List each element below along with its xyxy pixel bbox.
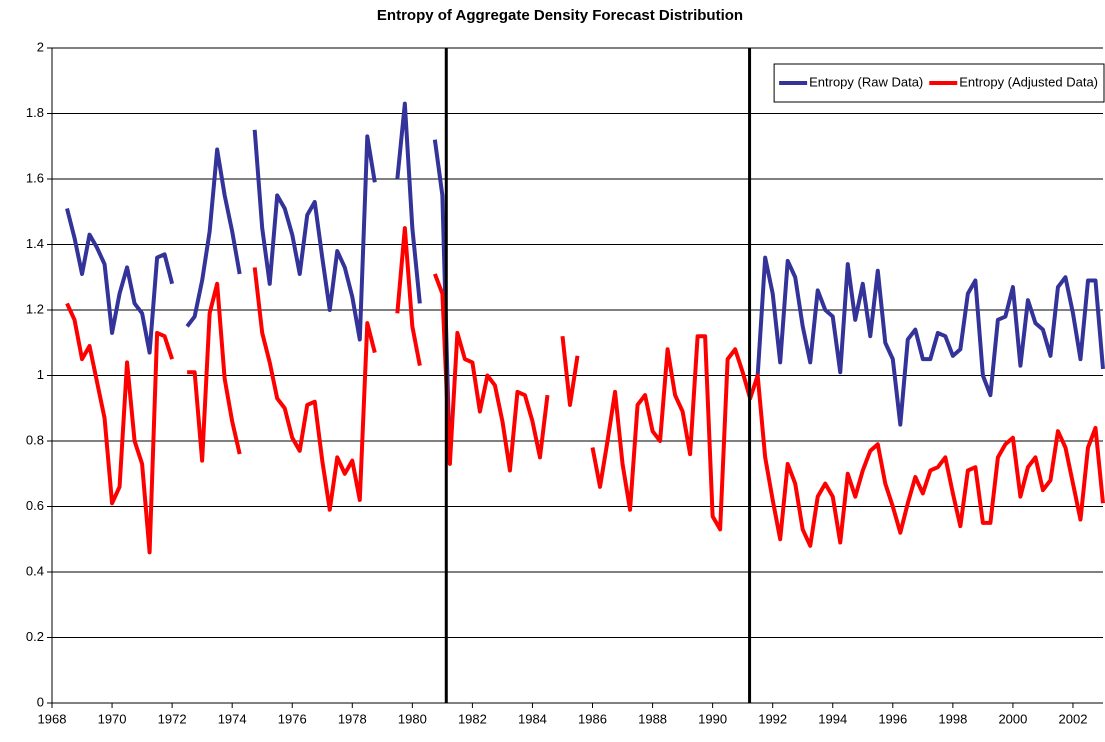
legend-label: Entropy (Adjusted Data) xyxy=(959,74,1098,89)
y-tick-label: 1 xyxy=(37,367,44,382)
y-tick-label: 1.6 xyxy=(26,170,44,185)
x-tick-label: 1990 xyxy=(698,711,727,726)
x-tick-label: 1994 xyxy=(818,711,847,726)
x-tick-label: 2002 xyxy=(1059,711,1088,726)
x-tick-label: 2000 xyxy=(998,711,1027,726)
y-tick-label: 1.2 xyxy=(26,301,44,316)
y-tick-label: 1.8 xyxy=(26,105,44,120)
x-tick-label: 1970 xyxy=(98,711,127,726)
y-tick-label: 0.6 xyxy=(26,498,44,513)
x-tick-label: 1998 xyxy=(938,711,967,726)
y-tick-label: 0.2 xyxy=(26,629,44,644)
x-tick-label: 1984 xyxy=(518,711,547,726)
series-line xyxy=(65,226,1105,555)
x-tick-label: 1972 xyxy=(158,711,187,726)
y-tick-label: 0.8 xyxy=(26,432,44,447)
y-tick-label: 0 xyxy=(37,694,44,709)
y-tick-label: 2 xyxy=(37,39,44,54)
x-tick-label: 1974 xyxy=(218,711,247,726)
x-tick-label: 1978 xyxy=(338,711,367,726)
x-tick-label: 1986 xyxy=(578,711,607,726)
x-tick-label: 1988 xyxy=(638,711,667,726)
chart-title: Entropy of Aggregate Density Forecast Di… xyxy=(377,7,743,24)
x-tick-label: 1992 xyxy=(758,711,787,726)
legend-label: Entropy (Raw Data) xyxy=(809,74,923,89)
y-tick-label: 1.4 xyxy=(26,236,44,251)
x-tick-label: 1968 xyxy=(38,711,67,726)
x-tick-label: 1976 xyxy=(278,711,307,726)
x-tick-label: 1980 xyxy=(398,711,427,726)
y-tick-label: 0.4 xyxy=(26,563,44,578)
x-tick-label: 1996 xyxy=(878,711,907,726)
series-line xyxy=(65,101,1105,464)
x-tick-label: 1982 xyxy=(458,711,487,726)
